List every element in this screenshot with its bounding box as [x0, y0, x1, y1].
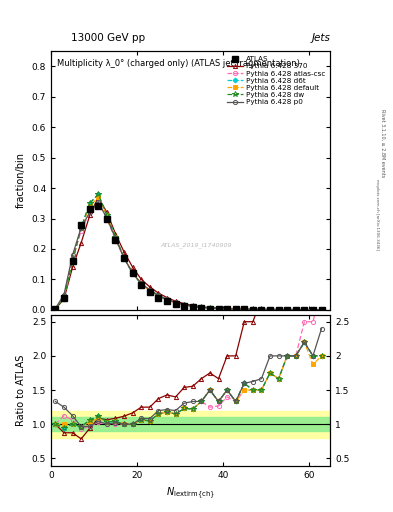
- ATLAS: [122, 255, 127, 261]
- ATLAS: [113, 237, 118, 243]
- ATLAS: [62, 294, 66, 301]
- ATLAS: [319, 307, 324, 313]
- ATLAS: [285, 307, 290, 313]
- ATLAS: [147, 288, 152, 294]
- ATLAS: [53, 306, 58, 312]
- ATLAS: [70, 258, 75, 264]
- Text: 13000 GeV pp: 13000 GeV pp: [71, 33, 145, 44]
- ATLAS: [302, 307, 307, 313]
- Text: mcplots.cern.ch [arXiv:1306.3436]: mcplots.cern.ch [arXiv:1306.3436]: [375, 180, 379, 250]
- ATLAS: [310, 307, 315, 313]
- Y-axis label: fraction/bin: fraction/bin: [16, 153, 26, 208]
- ATLAS: [79, 222, 83, 228]
- Text: Rivet 3.1.10, ≥ 2.8M events: Rivet 3.1.10, ≥ 2.8M events: [381, 109, 386, 178]
- X-axis label: $N_{\rm lextirm\{ch\}}$: $N_{\rm lextirm\{ch\}}$: [166, 485, 215, 501]
- Legend: ATLAS, Pythia 6.428 370, Pythia 6.428 atlas-csc, Pythia 6.428 d6t, Pythia 6.428 : ATLAS, Pythia 6.428 370, Pythia 6.428 at…: [226, 55, 327, 106]
- ATLAS: [173, 301, 178, 307]
- ATLAS: [208, 306, 212, 312]
- Line: ATLAS: ATLAS: [53, 204, 324, 312]
- ATLAS: [139, 282, 143, 288]
- ATLAS: [225, 306, 230, 312]
- ATLAS: [87, 206, 92, 212]
- ATLAS: [250, 307, 255, 313]
- ATLAS: [96, 203, 101, 209]
- Text: ATLAS_2019_I1740909: ATLAS_2019_I1740909: [160, 242, 232, 248]
- ATLAS: [294, 307, 298, 313]
- Text: Multiplicity λ_0° (charged only) (ATLAS jet fragmentation): Multiplicity λ_0° (charged only) (ATLAS …: [57, 59, 299, 68]
- ATLAS: [156, 294, 161, 301]
- ATLAS: [216, 306, 221, 312]
- ATLAS: [276, 307, 281, 313]
- ATLAS: [242, 306, 247, 312]
- Y-axis label: Ratio to ATLAS: Ratio to ATLAS: [16, 355, 26, 426]
- Text: Jets: Jets: [311, 33, 330, 44]
- ATLAS: [199, 305, 204, 311]
- ATLAS: [130, 270, 135, 276]
- ATLAS: [165, 298, 169, 304]
- ATLAS: [105, 216, 109, 222]
- ATLAS: [268, 307, 272, 313]
- ATLAS: [182, 303, 187, 309]
- ATLAS: [233, 306, 238, 312]
- ATLAS: [190, 304, 195, 310]
- ATLAS: [259, 307, 264, 313]
